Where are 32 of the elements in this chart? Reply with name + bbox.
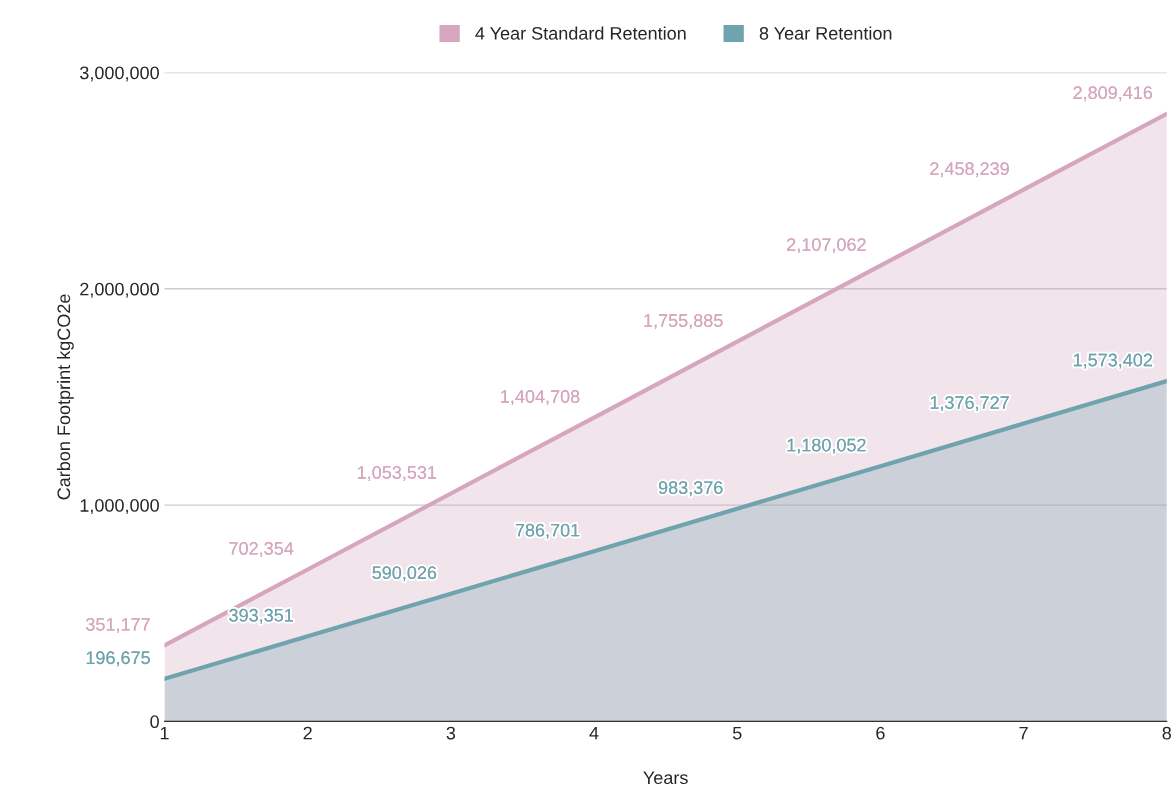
legend-label: 4 Year Standard Retention	[475, 26, 686, 40]
x-tick-label: 7	[1019, 726, 1028, 740]
data-label: 1,573,402	[1073, 353, 1152, 369]
data-label: 1,053,531	[358, 466, 437, 481]
data-label: 1,180,052	[787, 438, 866, 454]
data-label: 1,404,708	[501, 390, 580, 406]
x-tick-label: 3	[446, 726, 456, 740]
data-label: 983,376	[658, 481, 723, 497]
x-tick-label: 1	[160, 726, 169, 740]
data-label: 786,701	[515, 523, 580, 539]
x-tick-label: 8	[1162, 726, 1172, 740]
x-axis-title: Years	[643, 771, 688, 785]
x-tick-label: 4	[589, 726, 599, 740]
data-label: 393,351	[229, 608, 293, 624]
data-label: 590,026	[372, 566, 437, 582]
data-label: 196,675	[86, 651, 150, 667]
y-tick-label: 3,000,000	[80, 66, 159, 82]
x-tick-label: 2	[303, 726, 312, 740]
y-axis-title: Carbon Footprint kgCO2e	[56, 294, 74, 500]
x-tick-label: 6	[876, 726, 885, 740]
data-label: 1,755,885	[644, 314, 723, 330]
data-label: 2,809,416	[1073, 86, 1153, 102]
x-tick-label: 5	[732, 726, 742, 740]
legend-label: 8 Year Retention	[759, 26, 892, 40]
data-label: 2,107,062	[787, 238, 866, 254]
y-tick-label: 1,000,000	[80, 499, 159, 514]
y-tick-label: 2,000,000	[80, 282, 159, 298]
data-label: 1,376,727	[930, 396, 1009, 412]
data-label: 351,177	[86, 617, 150, 633]
y-tick-label: 0	[150, 715, 159, 729]
data-label: 2,458,239	[930, 162, 1009, 178]
data-label: 702,354	[229, 542, 294, 557]
